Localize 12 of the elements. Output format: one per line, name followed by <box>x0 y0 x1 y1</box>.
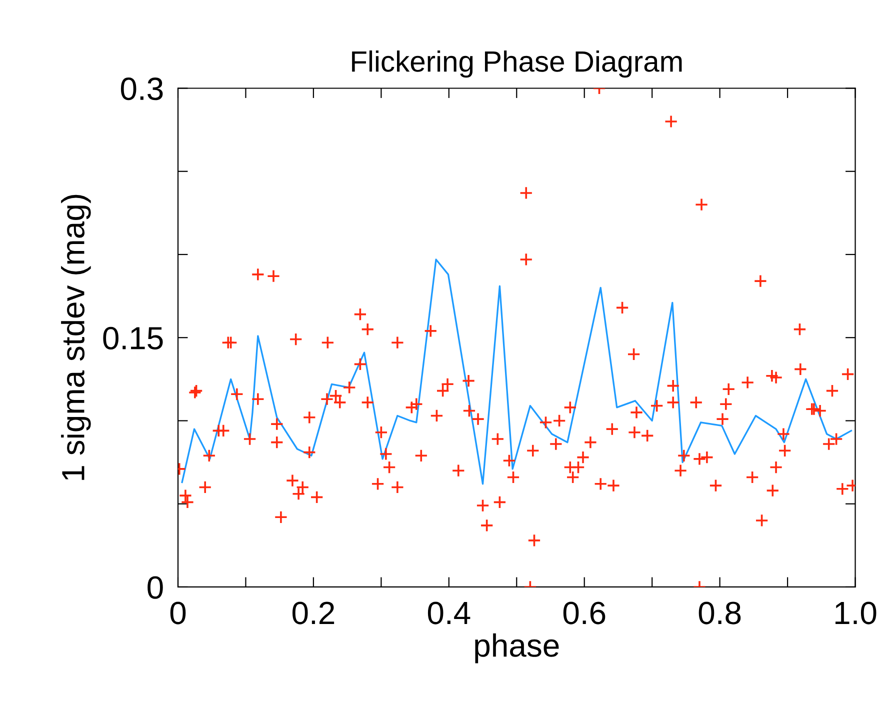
x-tick-label: 0.6 <box>563 602 606 624</box>
chart-title: Flickering Phase Diagram <box>352 50 682 78</box>
x-tick-label: 0.2 <box>292 602 334 624</box>
x-tick-label: 0 <box>170 602 186 624</box>
x-tick-label: 0.8 <box>698 602 741 624</box>
x-axis-title: phase <box>475 633 559 664</box>
y-axis-title: 1 sigma stdev (mag) <box>61 194 91 480</box>
y-tick-label: 0 <box>148 576 163 599</box>
x-tick-label: 1.0 <box>836 602 876 624</box>
y-tick-label: 0.3 <box>120 78 163 100</box>
y-tick-label: 0.15 <box>103 326 163 350</box>
x-tick-label: 0.4 <box>428 602 470 624</box>
